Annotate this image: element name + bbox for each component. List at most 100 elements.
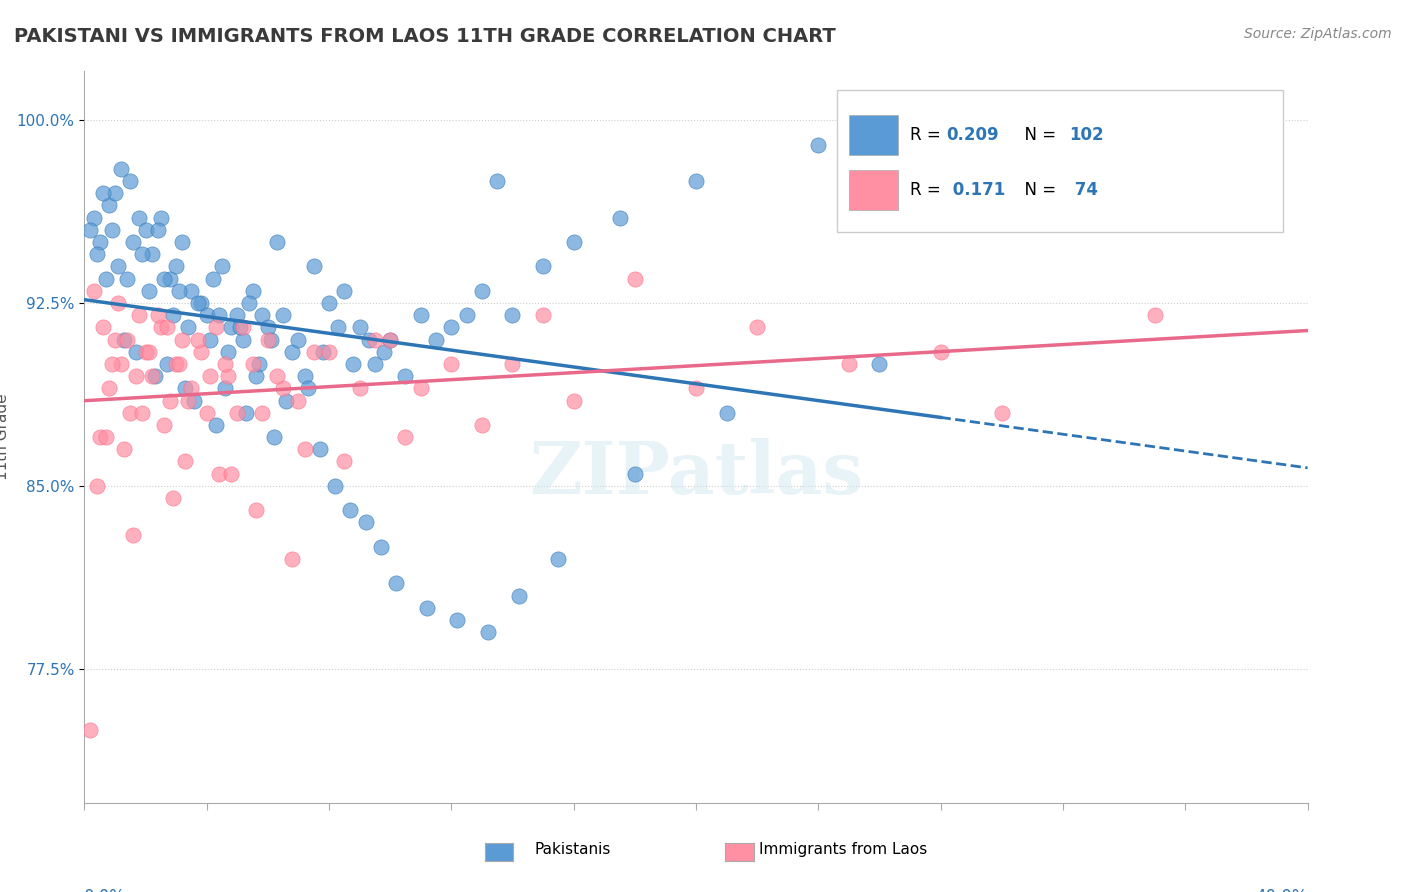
Point — [138, 344, 160, 359]
Point — [167, 284, 190, 298]
Point — [409, 381, 432, 395]
Point — [245, 503, 267, 517]
Point — [120, 174, 142, 188]
Point — [685, 381, 707, 395]
Point — [562, 235, 585, 249]
Point — [271, 381, 294, 395]
Text: N =: N = — [1014, 181, 1062, 199]
Point — [869, 357, 891, 371]
Point — [219, 467, 242, 481]
Point — [146, 308, 169, 322]
Point — [235, 406, 257, 420]
Point — [531, 260, 554, 274]
Point — [91, 186, 114, 201]
Point — [174, 454, 197, 468]
Point — [156, 320, 179, 334]
Text: ZIPatlas: ZIPatlas — [529, 438, 863, 509]
Point — [128, 211, 150, 225]
Point — [349, 381, 371, 395]
Point — [217, 344, 239, 359]
Point — [86, 479, 108, 493]
Point — [195, 406, 218, 420]
Point — [807, 137, 830, 152]
Point — [333, 284, 356, 298]
Point — [122, 527, 145, 541]
Point — [609, 211, 631, 225]
Point — [624, 467, 647, 481]
Point — [385, 576, 408, 591]
Point — [186, 333, 208, 347]
Point — [349, 320, 371, 334]
Point — [180, 381, 202, 395]
Text: 74: 74 — [1069, 181, 1098, 199]
Point — [115, 333, 138, 347]
Text: Immigrants from Laos: Immigrants from Laos — [759, 842, 928, 856]
Point — [110, 161, 132, 176]
Point — [232, 320, 254, 334]
Point — [266, 235, 288, 249]
Point — [370, 540, 392, 554]
Point — [373, 344, 395, 359]
Point — [141, 247, 163, 261]
Point — [104, 333, 127, 347]
Text: 0.0%: 0.0% — [84, 888, 127, 892]
Point — [190, 296, 212, 310]
Point — [217, 369, 239, 384]
Point — [250, 308, 273, 322]
Point — [89, 235, 111, 249]
Point — [165, 357, 187, 371]
Point — [394, 369, 416, 384]
Point — [172, 235, 194, 249]
Point — [97, 381, 120, 395]
Point — [190, 344, 212, 359]
Point — [138, 284, 160, 298]
Point — [201, 271, 224, 285]
Point — [226, 308, 249, 322]
Point — [263, 430, 285, 444]
Point — [97, 198, 120, 212]
Point — [122, 235, 145, 249]
Point — [135, 223, 157, 237]
Point — [86, 247, 108, 261]
Point — [333, 454, 356, 468]
Point — [211, 260, 233, 274]
Point — [153, 271, 176, 285]
Text: 0.171: 0.171 — [946, 181, 1005, 199]
Point — [125, 344, 148, 359]
Point — [219, 320, 242, 334]
Point — [94, 271, 117, 285]
Point — [364, 357, 387, 371]
Point — [477, 625, 499, 640]
Point — [112, 442, 135, 457]
Point — [146, 223, 169, 237]
Text: 0.209: 0.209 — [946, 126, 1000, 144]
Point — [149, 320, 172, 334]
Point — [323, 479, 346, 493]
Point — [208, 308, 231, 322]
Point — [107, 260, 129, 274]
Point — [165, 260, 187, 274]
FancyBboxPatch shape — [837, 89, 1284, 232]
Point — [101, 223, 124, 237]
Point — [716, 406, 738, 420]
Point — [416, 600, 439, 615]
Text: Source: ZipAtlas.com: Source: ZipAtlas.com — [1244, 27, 1392, 41]
Point — [247, 357, 270, 371]
Point — [486, 174, 509, 188]
Point — [281, 344, 304, 359]
Point — [153, 417, 176, 432]
Point — [409, 308, 432, 322]
Point — [440, 320, 463, 334]
Point — [89, 430, 111, 444]
Point — [747, 320, 769, 334]
Point — [471, 284, 494, 298]
Point — [502, 357, 524, 371]
Text: PAKISTANI VS IMMIGRANTS FROM LAOS 11TH GRADE CORRELATION CHART: PAKISTANI VS IMMIGRANTS FROM LAOS 11TH G… — [14, 27, 835, 45]
Point — [318, 344, 340, 359]
Point — [339, 503, 361, 517]
Point — [342, 357, 364, 371]
Point — [271, 308, 294, 322]
Point — [135, 344, 157, 359]
Point — [440, 357, 463, 371]
Point — [257, 333, 280, 347]
